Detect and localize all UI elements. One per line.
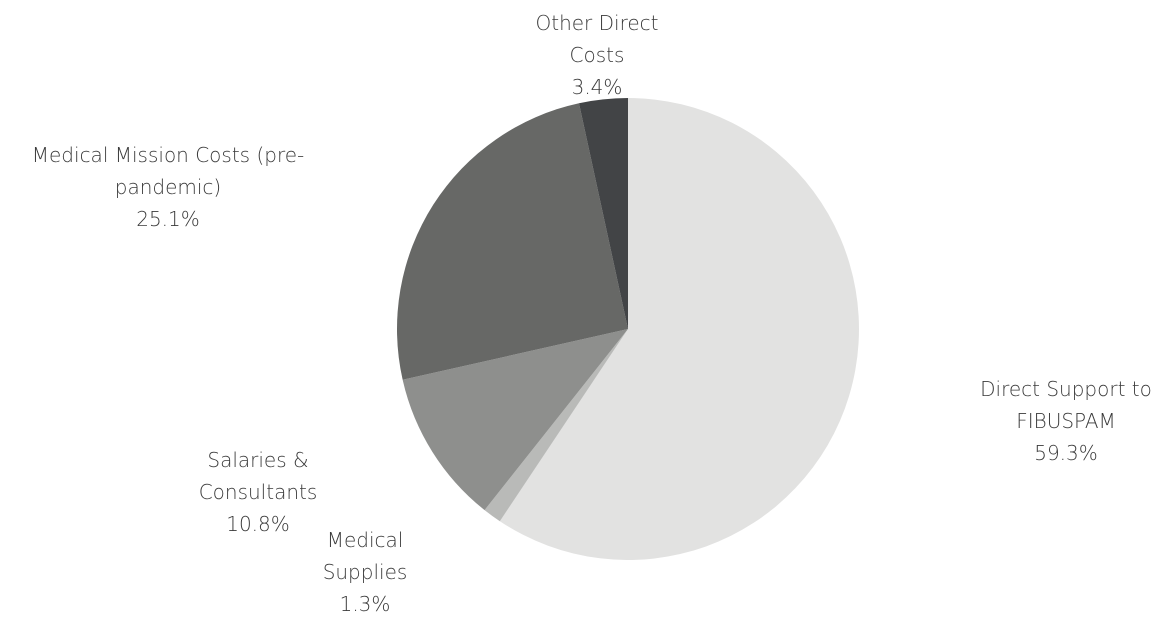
slice-name-label: Other Direct [535,11,658,35]
slice-label: Salaries & Consultants 10.8% [199,448,318,536]
pie-labels: Direct Support to FIBUSPAM 59.3% Medical Sup… [32,11,1152,616]
slice-name-label: Medical [327,528,404,552]
slice-label: Medical Supplies 1.3% [323,528,408,616]
slice-name-label: Salaries & [207,448,308,472]
slice-name-label: Costs [570,43,625,67]
slice-name-label: Medical Mission Costs (pre- [32,143,305,167]
slice-label: Medical Mission Costs (pre-pandemic) 25.1… [32,143,305,231]
slice-value-label: 25.1% [136,207,200,231]
slice-name-label: Direct Support to [980,377,1152,401]
slice-value-label: 1.3% [340,592,391,616]
slice-name-label: pandemic) [115,175,221,199]
slice-value-label: 10.8% [226,512,290,536]
slice-name-label: FIBUSPAM [1016,409,1116,433]
pie-slice [578,98,628,329]
slice-label: Direct Support to FIBUSPAM 59.3% [980,377,1152,465]
pie-slice [499,98,859,561]
pie-slice [484,329,628,522]
slice-value-label: 3.4% [572,75,623,99]
pie-slice [396,103,628,380]
slice-value-label: 59.3% [1034,441,1098,465]
slice-name-label: Supplies [323,560,408,584]
slice-label: Other Direct Costs 3.4% [535,11,658,99]
slice-name-label: Consultants [199,480,318,504]
pie-slices [396,98,859,561]
pie-slice [402,329,628,511]
